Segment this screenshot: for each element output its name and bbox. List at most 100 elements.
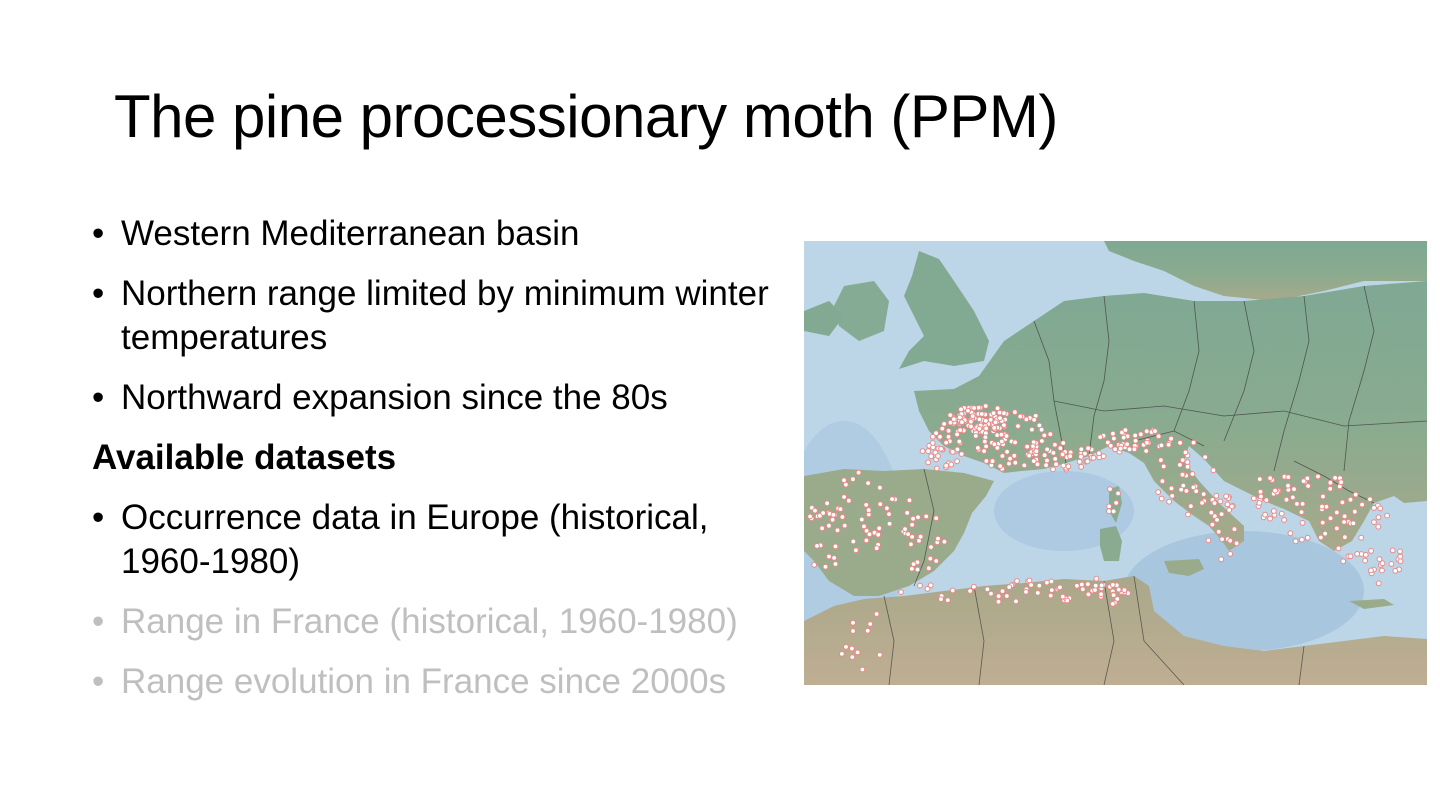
occurrence-point (1131, 446, 1138, 453)
occurrence-point (928, 453, 935, 460)
occurrence-point (1021, 462, 1028, 469)
occurrence-point (972, 433, 979, 439)
occurrence-point (1067, 453, 1074, 460)
occurrence-point (826, 522, 832, 529)
occurrence-point (1231, 526, 1238, 533)
occurrence-point (1114, 596, 1121, 602)
bullet-text: Range in France (historical, 1960-1980) (121, 602, 738, 641)
occurrence-point (1375, 514, 1382, 521)
occurrence-point (969, 413, 976, 420)
occurrence-point (983, 425, 990, 432)
occurrence-point (858, 516, 865, 523)
occurrence-point (976, 416, 983, 423)
occurrence-point (1085, 581, 1091, 588)
occurrence-point (948, 461, 955, 468)
occurrence-point (841, 494, 847, 500)
occurrence-point (1227, 551, 1234, 557)
occurrence-point (1052, 441, 1058, 448)
occurrence-point (876, 652, 883, 658)
occurrence-point (1012, 409, 1018, 416)
occurrence-point (1074, 582, 1080, 589)
land-great-britain (899, 251, 989, 369)
occurrence-point (1110, 592, 1117, 599)
occurrence-point (1038, 426, 1045, 433)
occurrence-point (956, 438, 963, 445)
occurrence-point (1389, 547, 1396, 554)
occurrence-point (829, 516, 836, 523)
bullet-text: Northward expansion since the 80s (121, 378, 668, 417)
occurrence-point (1270, 508, 1277, 514)
occurrence-point (1283, 496, 1290, 503)
occurrence-point (1082, 450, 1088, 457)
occurrence-point (1012, 459, 1019, 466)
occurrence-point (1110, 508, 1117, 515)
occurrence-point (845, 497, 852, 504)
occurrence-point (941, 538, 948, 545)
occurrence-point (1017, 413, 1024, 420)
occurrence-point (807, 513, 813, 520)
occurrence-point (1285, 482, 1291, 489)
occurrence-point (995, 593, 1002, 600)
occurrence-point (1210, 467, 1217, 474)
occurrence-point (1362, 552, 1369, 558)
occurrence-point (1110, 430, 1116, 437)
occurrence-point (949, 587, 956, 594)
occurrence-point (1350, 520, 1357, 527)
occurrence-point (824, 500, 831, 507)
occurrence-point (1044, 579, 1050, 586)
occurrence-point (1200, 491, 1207, 498)
occurrence-point (996, 409, 1003, 416)
occurrence-point (832, 561, 839, 567)
occurrence-point (1317, 534, 1324, 541)
occurrence-point (1199, 500, 1206, 506)
occurrence-point (998, 431, 1005, 438)
occurrence-point (832, 543, 839, 550)
occurrence-point (1184, 463, 1191, 470)
occurrence-point (992, 419, 999, 426)
occurrence-point (927, 555, 934, 562)
occurrence-point (1218, 511, 1225, 518)
occurrence-point (1338, 479, 1344, 486)
occurrence-point (941, 421, 948, 427)
occurrence-point (975, 445, 981, 451)
occurrence-point (1143, 428, 1150, 435)
occurrence-point (812, 507, 818, 514)
occurrence-point (1155, 433, 1162, 440)
occurrence-point (1057, 445, 1064, 452)
occurrence-point (914, 566, 921, 573)
occurrence-point (954, 446, 961, 453)
occurrence-point (1272, 487, 1279, 494)
occurrence-point (873, 545, 880, 552)
occurrence-point (965, 407, 971, 414)
bullet-item-dimmed: • Range in France (historical, 1960-1980… (92, 600, 792, 644)
occurrence-point (1257, 488, 1264, 495)
section-heading: Available datasets (92, 438, 397, 477)
occurrence-point (927, 582, 934, 589)
occurrence-point (943, 462, 950, 469)
occurrence-point (1100, 453, 1107, 460)
occurrence-point (1106, 503, 1113, 510)
occurrence-point (910, 561, 917, 568)
occurrence-point (945, 427, 952, 434)
occurrence-point (1315, 473, 1321, 480)
occurrence-point (1165, 441, 1172, 448)
occurrence-point (1278, 510, 1285, 517)
occurrence-point (1064, 597, 1071, 604)
occurrence-point (905, 531, 911, 538)
occurrence-point (991, 441, 998, 448)
occurrence-point (1047, 592, 1054, 599)
occurrence-point (1219, 536, 1226, 543)
occurrence-point (917, 533, 924, 540)
occurrence-point (1158, 457, 1164, 464)
occurrence-point (947, 412, 954, 419)
occurrence-point (1185, 511, 1192, 518)
occurrence-point (1184, 459, 1191, 466)
land-ireland (834, 281, 889, 341)
occurrence-point (830, 512, 837, 518)
occurrence-point (1098, 591, 1105, 598)
occurrence-point (906, 497, 913, 504)
occurrence-point (1354, 551, 1361, 557)
occurrence-point (841, 522, 848, 529)
bullet-item: • Northward expansion since the 80s (92, 376, 792, 420)
